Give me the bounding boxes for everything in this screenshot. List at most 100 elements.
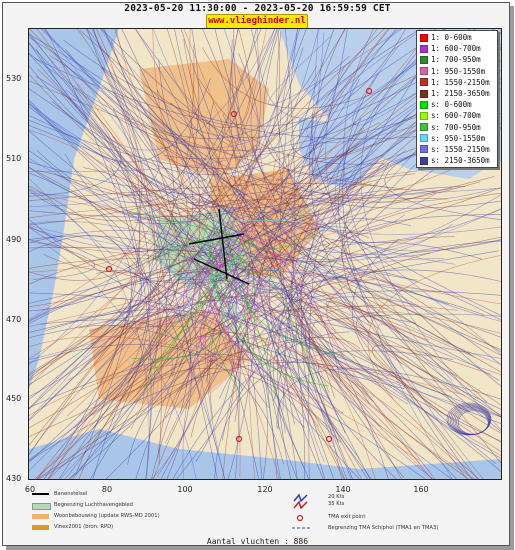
y-tick-450: 450 — [6, 394, 22, 403]
y-tick-430: 430 — [6, 474, 22, 483]
flight-track — [83, 167, 402, 479]
flight-track — [208, 227, 322, 362]
flight-track — [67, 29, 267, 381]
wind-barb-icon — [293, 493, 308, 510]
flight-track — [129, 211, 257, 250]
flight-track — [343, 29, 453, 382]
flight-track — [367, 255, 501, 399]
flight-track — [276, 183, 501, 353]
flight-track — [214, 350, 454, 479]
flight-track — [29, 29, 280, 170]
legend-swatch — [420, 89, 428, 98]
flight-track — [227, 29, 467, 181]
flight-track — [34, 62, 475, 479]
flight-track-map[interactable] — [28, 28, 502, 480]
flight-track — [29, 153, 341, 196]
holding-pattern — [457, 410, 489, 435]
legend-swatch — [420, 44, 428, 53]
flight-track — [198, 224, 242, 395]
flight-track — [246, 198, 472, 479]
flight-track — [149, 279, 253, 328]
flight-track — [29, 65, 410, 209]
flight-track — [189, 29, 496, 206]
flight-track — [29, 58, 143, 366]
flight-track — [301, 78, 453, 479]
tma-exit-point — [235, 435, 243, 443]
flight-track — [36, 29, 446, 176]
flight-track — [326, 236, 501, 332]
legend-swatch — [420, 145, 428, 154]
flight-track — [257, 283, 433, 479]
flight-track — [325, 301, 501, 418]
flight-track — [266, 322, 334, 479]
flight-track — [200, 229, 249, 365]
flight-track — [210, 230, 262, 365]
legend-label: 1: 950-1550m — [431, 66, 486, 76]
flight-track — [263, 29, 384, 175]
site-badge[interactable]: www.vlieghinder.nl — [206, 14, 308, 29]
flight-track — [242, 199, 345, 291]
flight-track — [157, 309, 501, 459]
y-tick-470: 470 — [6, 315, 22, 324]
tma-boundary-label: Begrenzing TMA Schiphol (TMA1 en TMA3) — [328, 525, 439, 531]
legend-label: 1: 0-600m — [431, 33, 472, 43]
flight-track — [371, 344, 501, 452]
flight-track — [343, 232, 501, 464]
legend-item: s: 0-600m — [420, 99, 497, 110]
legend-item: s: 2150-3650m — [420, 155, 497, 166]
flight-track — [29, 77, 211, 163]
x-tick-80: 80 — [101, 485, 113, 494]
flight-track — [306, 29, 476, 143]
flight-track — [263, 176, 501, 443]
flight-track — [29, 270, 142, 421]
north-sea — [29, 29, 119, 389]
flight-track — [66, 29, 432, 417]
flight-track — [257, 29, 431, 119]
flight-track — [253, 229, 279, 338]
flight-track — [191, 239, 222, 357]
flight-track — [29, 359, 466, 416]
tma-exit-point — [365, 87, 373, 95]
flight-track — [60, 29, 276, 151]
southern-water — [29, 429, 501, 479]
flight-track — [234, 144, 501, 350]
flight-count: Aantal vluchten : 886 — [206, 537, 309, 546]
legend-swatch — [420, 123, 428, 132]
legend-item: s: 600-700m — [420, 110, 497, 121]
flight-track — [176, 209, 320, 479]
flight-track — [310, 29, 325, 168]
flight-track — [29, 135, 160, 273]
flight-track — [166, 157, 478, 479]
flight-track — [188, 219, 209, 299]
flight-track — [166, 29, 201, 377]
flight-track — [223, 238, 316, 382]
legend-label: s: 600-700m — [431, 111, 481, 121]
flight-track — [301, 276, 501, 392]
flight-track — [115, 29, 429, 341]
flight-track — [29, 197, 448, 219]
flight-track — [77, 29, 141, 407]
legend-label: 1: 600-700m — [431, 44, 481, 54]
legend-swatch — [420, 111, 428, 120]
flight-track — [217, 29, 307, 226]
flight-track — [179, 29, 378, 367]
flight-track — [131, 260, 227, 325]
flight-track — [164, 264, 501, 359]
flight-track — [311, 304, 475, 479]
legend-item: 1: 0-600m — [420, 32, 497, 43]
flight-track — [29, 158, 454, 263]
x-tick-120: 120 — [257, 485, 273, 494]
flight-track — [65, 129, 188, 479]
runway-label: Banenstelsel — [54, 491, 88, 497]
flight-track — [142, 201, 264, 282]
x-tick-160: 160 — [413, 485, 429, 494]
flight-track — [232, 29, 319, 160]
airport-boundary-label: Begrenzing Luchthavengebied — [54, 502, 133, 508]
flight-track — [170, 102, 256, 479]
flight-track — [29, 73, 210, 213]
flight-track — [132, 267, 223, 360]
flight-track — [153, 29, 352, 153]
flight-track — [29, 129, 241, 478]
flight-track — [299, 192, 501, 403]
flight-track — [29, 44, 195, 281]
